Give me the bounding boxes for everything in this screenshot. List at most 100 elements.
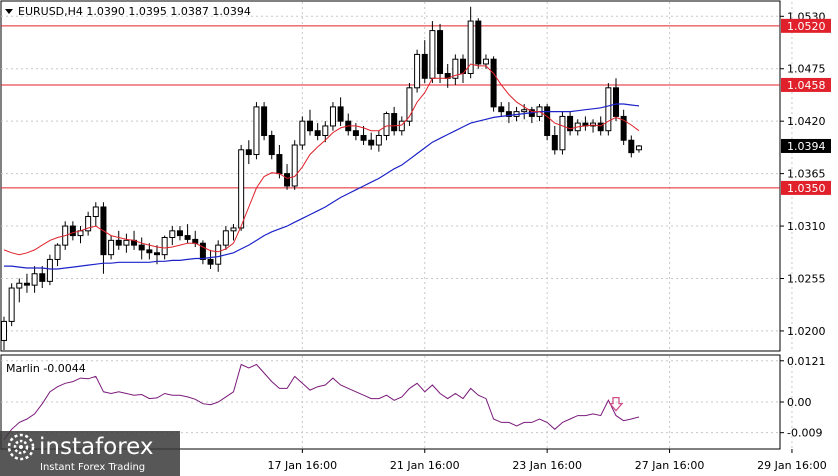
symbol-header: EURUSD,H4 1.0390 1.0395 1.0387 1.0394	[18, 5, 251, 18]
bear-candle-body	[551, 134, 558, 151]
instaforex-logo-icon	[7, 433, 35, 461]
watermark-tagline: Instant Forex Trading	[40, 462, 145, 473]
time-axis: 17 Jan 16:00 21 Jan 16:00 23 Jan 16:00 27 J…	[268, 449, 827, 472]
horizontal-levels	[1, 25, 780, 189]
down-arrow-icon	[608, 396, 624, 412]
bear-candle-body	[154, 252, 160, 256]
bull-candle-body	[123, 239, 130, 246]
bull-candle-body	[230, 227, 237, 232]
bear-candle-body	[184, 235, 191, 240]
price-panel-frame	[0, 0, 781, 352]
bull-candle-body	[414, 53, 421, 89]
bull-candle-body	[291, 144, 298, 187]
bull-candle-body	[329, 106, 336, 127]
bear-candle-body	[23, 282, 30, 286]
bull-candle-body	[1, 320, 7, 341]
current-price-box	[781, 138, 831, 153]
indicator-tick-label: 0.00	[787, 396, 812, 409]
bear-candle-body	[284, 173, 291, 187]
time-tick-label: 29 Jan 16:00	[757, 459, 827, 472]
bull-candle-body	[253, 106, 260, 156]
bull-candle-body	[161, 236, 168, 256]
indicator-label: Marlin -0.0044	[6, 362, 86, 375]
bear-candle-body	[261, 106, 268, 136]
bear-candle-body	[613, 87, 619, 117]
watermark-brand: instaforex	[39, 434, 154, 460]
level-label: 1.0350	[787, 182, 826, 195]
bull-candle-body	[605, 87, 612, 132]
price-axis: 1.0200 1.0255 1.0310 1.0365 1.0420 1.0475 1.05…	[780, 10, 831, 338]
marlin-oscillator-line	[3, 363, 640, 440]
bear-candle-body	[314, 130, 321, 136]
time-tick-label: 17 Jan 16:00	[268, 459, 338, 472]
bull-candle-body	[383, 113, 390, 136]
bear-candle-body	[368, 139, 375, 146]
price-tick-label: 1.0255	[787, 272, 826, 285]
bull-candle-body	[85, 216, 92, 232]
bull-candle-body	[452, 58, 459, 79]
bull-candle-body	[31, 273, 38, 286]
bear-candle-body	[192, 238, 199, 244]
bull-candle-body	[169, 230, 176, 238]
bull-candle-body	[299, 120, 306, 146]
indicator-grid	[1, 356, 793, 448]
level-label: 1.0520	[787, 20, 826, 33]
price-tick-label: 1.0310	[787, 220, 826, 233]
level-label-box	[781, 18, 831, 33]
level-label: 1.0458	[787, 79, 826, 92]
bull-candle-body	[521, 109, 528, 113]
bear-candle-body	[199, 242, 206, 260]
bull-candle-body	[92, 206, 99, 218]
bull-candle-body	[222, 230, 229, 246]
bull-candle-body	[16, 282, 23, 289]
down-arrow-annotation	[608, 396, 624, 412]
bull-candle-body	[467, 20, 474, 75]
indicator-panel: 0.0121 0.00 -0.009 Marlin -0.0044	[0, 354, 826, 450]
bull-candle-body	[635, 145, 642, 151]
bear-candle-body	[490, 58, 497, 108]
bear-candle-body	[505, 111, 512, 117]
bear-candle-body	[146, 249, 153, 254]
bear-candle-body	[352, 130, 359, 136]
dropdown-triangle-icon[interactable]	[5, 9, 13, 14]
current-price-label: 1.0394	[787, 140, 826, 153]
bull-candle-body	[108, 239, 115, 256]
header-title-group: EURUSD,H4 1.0390 1.0395 1.0387 1.0394	[5, 5, 251, 18]
time-tick-label: 27 Jan 16:00	[635, 459, 705, 472]
fast-moving-average-line	[3, 63, 640, 256]
bear-candle-body	[544, 106, 551, 136]
bull-candle-body	[54, 244, 61, 260]
price-tick-label: 1.0420	[787, 115, 826, 128]
bear-candle-body	[628, 139, 635, 154]
bear-candle-body	[207, 258, 214, 265]
bull-candle-body	[8, 287, 15, 322]
time-tick-label: 21 Jan 16:00	[390, 459, 460, 472]
instaforex-watermark: instaforex Instant Forex Trading	[0, 431, 180, 476]
bull-candle-body	[238, 149, 245, 229]
bull-candle-body	[215, 244, 222, 265]
bear-candle-body	[138, 244, 145, 251]
bear-candle-body	[567, 115, 574, 132]
bear-candle-body	[337, 106, 344, 122]
price-tick-label: 1.0475	[787, 63, 826, 76]
bear-candle-body	[268, 134, 275, 156]
bear-candle-body	[176, 230, 183, 237]
bull-candle-body	[322, 125, 329, 136]
price-tick-label: 1.0200	[787, 325, 826, 338]
bear-candle-body	[69, 225, 76, 237]
bear-candle-body	[115, 239, 122, 246]
bear-candle-body	[276, 154, 283, 175]
bull-candle-body	[429, 30, 436, 79]
bull-candle-body	[559, 115, 566, 151]
bear-candle-body	[597, 122, 604, 132]
bear-candle-body	[620, 115, 627, 141]
slow-moving-average-line	[4, 103, 640, 270]
bear-candle-body	[307, 120, 313, 132]
candles	[1, 6, 642, 350]
bear-candle-body	[39, 273, 46, 282]
bear-candle-body	[421, 53, 428, 79]
bear-candle-body	[391, 113, 398, 132]
bear-candle-body	[245, 149, 252, 156]
price-panel: 1.0200 1.0255 1.0310 1.0365 1.0420 1.0475 1.05…	[0, 0, 831, 352]
